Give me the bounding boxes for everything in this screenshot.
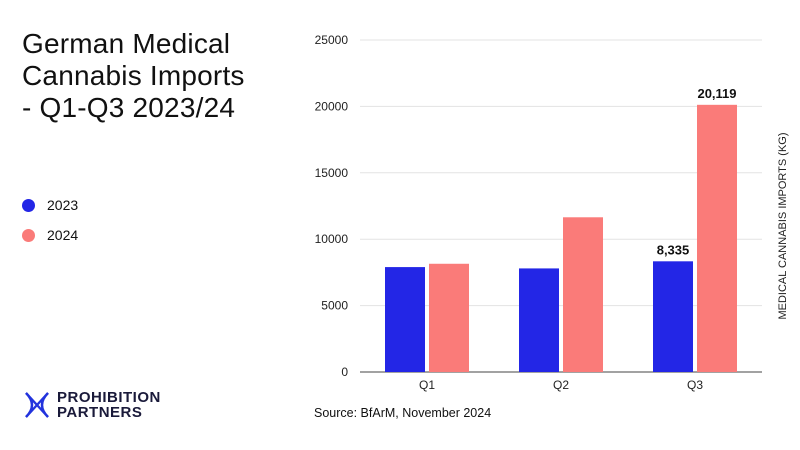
logo-text: PROHIBITION PARTNERS xyxy=(57,390,161,420)
y-tick-label: 10000 xyxy=(315,232,349,246)
bar-2024-q1 xyxy=(429,263,469,372)
x-tick-label: Q3 xyxy=(687,378,703,392)
legend: 2023 2024 xyxy=(22,190,78,250)
logo-line-2: PARTNERS xyxy=(57,404,143,421)
y-tick-label: 25000 xyxy=(315,33,349,47)
bar-2023-q3 xyxy=(653,261,693,372)
x-tick-label: Q2 xyxy=(553,378,569,392)
bar-2024-q3 xyxy=(697,104,737,373)
legend-item-2024: 2024 xyxy=(22,220,78,250)
y-axis-label: MEDICAL CANNABIS IMPORTS (KG) xyxy=(777,132,789,319)
bar-2024-q2 xyxy=(563,217,603,372)
logo-line-1: PROHIBITION xyxy=(57,389,161,406)
x-cross-logo-icon xyxy=(25,392,49,418)
logo: PROHIBITION PARTNERS xyxy=(22,390,161,420)
bar-2023-q1 xyxy=(385,267,425,372)
y-tick-label: 5000 xyxy=(321,299,348,313)
chart-title: German Medical Cannabis Imports - Q1-Q3 … xyxy=(22,28,302,124)
title-line-2: Cannabis Imports xyxy=(22,60,245,91)
title-line-1: German Medical xyxy=(22,28,231,59)
legend-item-2023: 2023 xyxy=(22,190,78,220)
bar-2023-q2 xyxy=(519,268,559,372)
legend-label-2023: 2023 xyxy=(47,197,79,213)
legend-swatch-2024 xyxy=(22,228,35,242)
y-tick-label: 0 xyxy=(341,365,348,379)
data-label: 8,335 xyxy=(657,242,690,257)
y-tick-label: 15000 xyxy=(315,166,349,180)
legend-swatch-2023 xyxy=(22,198,35,212)
legend-label-2024: 2024 xyxy=(47,227,79,243)
data-label: 20,119 xyxy=(697,86,736,101)
title-line-3: - Q1-Q3 2023/24 xyxy=(22,92,236,123)
x-tick-label: Q1 xyxy=(419,378,435,392)
source-note: Source: BfArM, November 2024 xyxy=(314,406,492,420)
y-tick-label: 20000 xyxy=(315,99,349,113)
